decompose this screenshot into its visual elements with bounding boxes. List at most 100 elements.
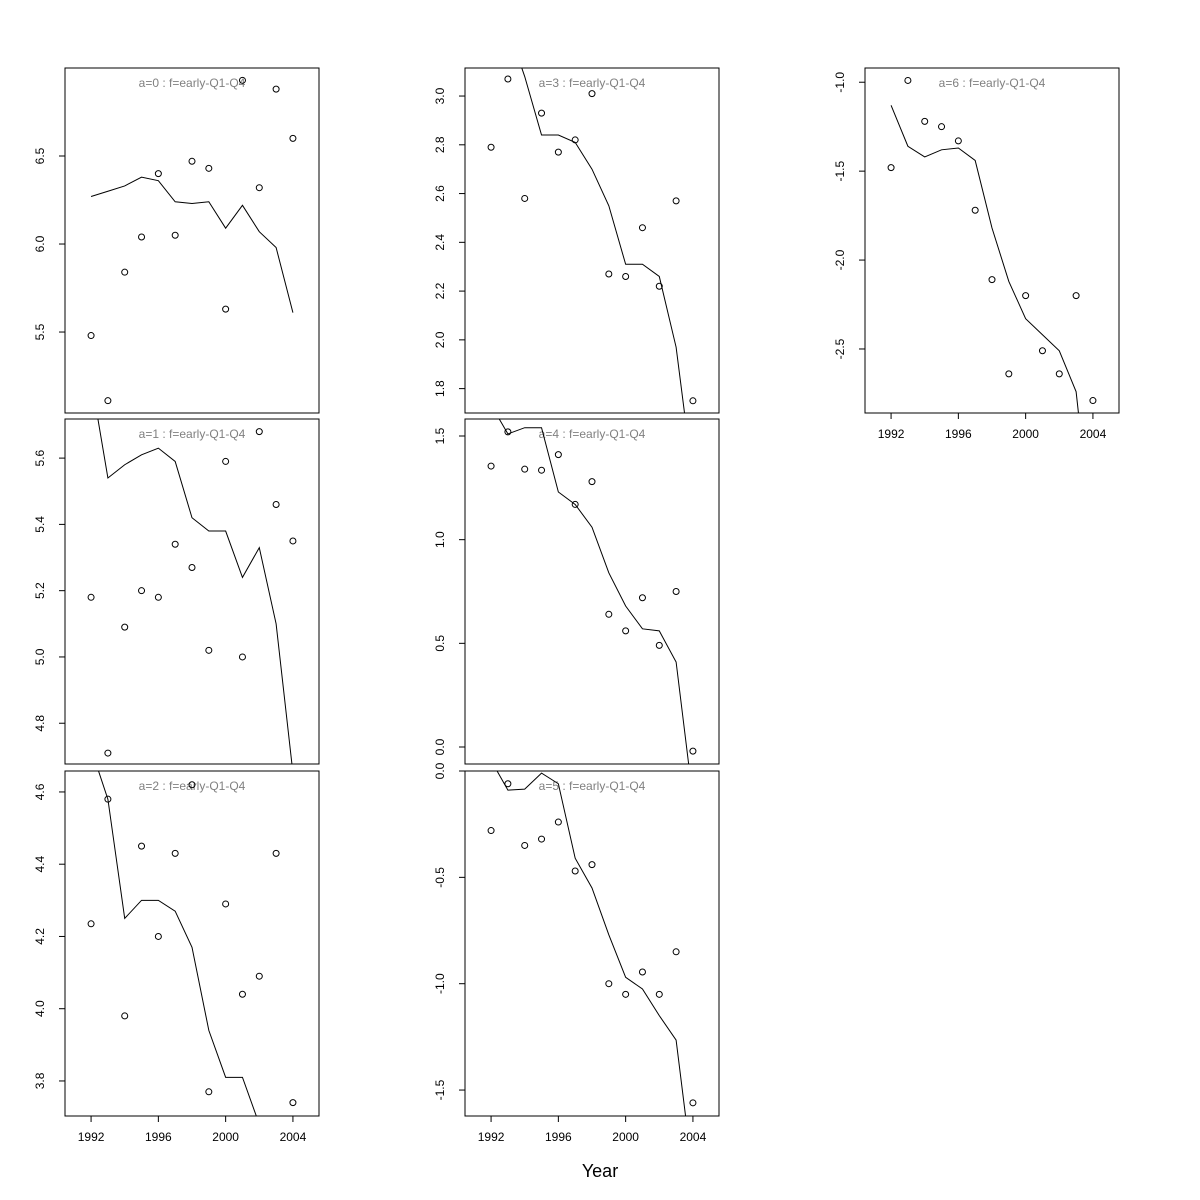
y-tick-label: 4.4 xyxy=(33,856,47,873)
y-tick-label: 4.6 xyxy=(33,783,47,800)
data-point xyxy=(1005,370,1013,378)
data-point xyxy=(954,137,962,145)
panel-frame xyxy=(464,770,720,1117)
strip-label: a=3 : f=early-Q1-Q4 xyxy=(539,76,646,90)
y-tick-label: 2.4 xyxy=(433,234,447,251)
y-tick-label: 0.0 xyxy=(433,738,447,755)
y-tick-label: 1.8 xyxy=(433,380,447,397)
data-point xyxy=(672,588,680,595)
data-point xyxy=(971,206,979,214)
data-point xyxy=(504,780,512,788)
data-point xyxy=(487,827,495,835)
y-tick-label: 2.2 xyxy=(433,282,447,299)
data-point xyxy=(655,990,663,998)
y-tick-label: 6.5 xyxy=(33,147,47,164)
data-point xyxy=(87,920,95,928)
data-point xyxy=(272,501,280,509)
data-point xyxy=(138,587,146,595)
data-point xyxy=(521,465,529,473)
y-tick-label: 0.0 xyxy=(433,762,447,779)
data-point xyxy=(222,457,230,465)
y-tick-label: -1.0 xyxy=(433,973,447,994)
data-point xyxy=(605,270,613,278)
data-point xyxy=(222,900,230,908)
data-point xyxy=(255,972,263,980)
y-tick-label: 5.0 xyxy=(33,648,47,665)
data-point xyxy=(605,980,613,988)
data-point xyxy=(255,428,263,436)
data-point xyxy=(289,1099,297,1107)
fit-line xyxy=(521,68,686,413)
data-point xyxy=(689,397,697,405)
data-point xyxy=(504,428,512,436)
strip-label: a=2 : f=early-Q1-Q4 xyxy=(139,779,246,793)
data-point xyxy=(571,136,579,144)
data-point xyxy=(154,170,162,178)
data-point xyxy=(904,76,912,84)
data-point xyxy=(104,795,112,803)
data-point xyxy=(521,841,529,849)
data-point xyxy=(571,867,579,875)
y-tick-label: 2.6 xyxy=(433,185,447,202)
data-point xyxy=(672,948,680,956)
data-point xyxy=(1055,370,1063,378)
data-point xyxy=(1072,292,1080,300)
x-tick-label: 1996 xyxy=(545,1130,572,1144)
x-tick-label: 1992 xyxy=(878,427,905,441)
x-tick-label: 2004 xyxy=(1080,427,1107,441)
data-point xyxy=(538,109,546,117)
panel-frame xyxy=(464,67,720,414)
x-tick-label: 2004 xyxy=(680,1130,707,1144)
data-point xyxy=(205,646,213,654)
data-point xyxy=(188,563,196,571)
data-point xyxy=(1089,397,1097,405)
data-point xyxy=(289,537,297,545)
y-tick-label: 1.5 xyxy=(433,427,447,444)
y-tick-label: 2.8 xyxy=(433,136,447,153)
data-point xyxy=(538,466,546,474)
x-tick-label: 2000 xyxy=(212,1130,239,1144)
x-tick-label: 1992 xyxy=(478,1130,505,1144)
x-tick-label: 1996 xyxy=(945,427,972,441)
data-point xyxy=(154,593,162,601)
fit-line xyxy=(97,419,293,764)
data-point xyxy=(638,594,646,602)
data-point xyxy=(588,861,596,869)
fit-line xyxy=(496,771,687,1116)
data-point xyxy=(521,194,529,202)
data-point xyxy=(487,143,495,151)
data-point xyxy=(272,849,280,857)
data-point xyxy=(571,500,579,508)
data-point xyxy=(121,268,129,276)
y-tick-label: -1.0 xyxy=(833,72,847,93)
data-point xyxy=(104,749,112,757)
data-point xyxy=(138,842,146,850)
data-point xyxy=(622,627,630,635)
data-point xyxy=(205,164,213,172)
data-point xyxy=(638,968,646,976)
x-tick-label: 2004 xyxy=(280,1130,307,1144)
data-point xyxy=(554,451,562,459)
data-point xyxy=(1038,347,1046,355)
strip-label: a=4 : f=early-Q1-Q4 xyxy=(539,427,646,441)
data-point xyxy=(622,272,630,280)
x-tick-label: 2000 xyxy=(612,1130,639,1144)
data-point xyxy=(554,148,562,156)
y-tick-label: -1.5 xyxy=(833,160,847,181)
y-tick-label: 5.4 xyxy=(33,516,47,533)
y-tick-label: -1.5 xyxy=(433,1079,447,1100)
data-point xyxy=(87,332,95,340)
data-point xyxy=(605,610,613,618)
data-point xyxy=(655,282,663,290)
data-point xyxy=(121,1012,129,1020)
fit-line xyxy=(890,105,1079,413)
y-tick-label: 0.5 xyxy=(433,635,447,652)
data-point xyxy=(689,747,697,755)
data-point xyxy=(238,990,246,998)
x-tick-label: 1992 xyxy=(78,1130,105,1144)
y-tick-label: -0.5 xyxy=(433,867,447,888)
data-point xyxy=(171,540,179,548)
data-point xyxy=(988,276,996,284)
panel-frame xyxy=(64,770,320,1117)
